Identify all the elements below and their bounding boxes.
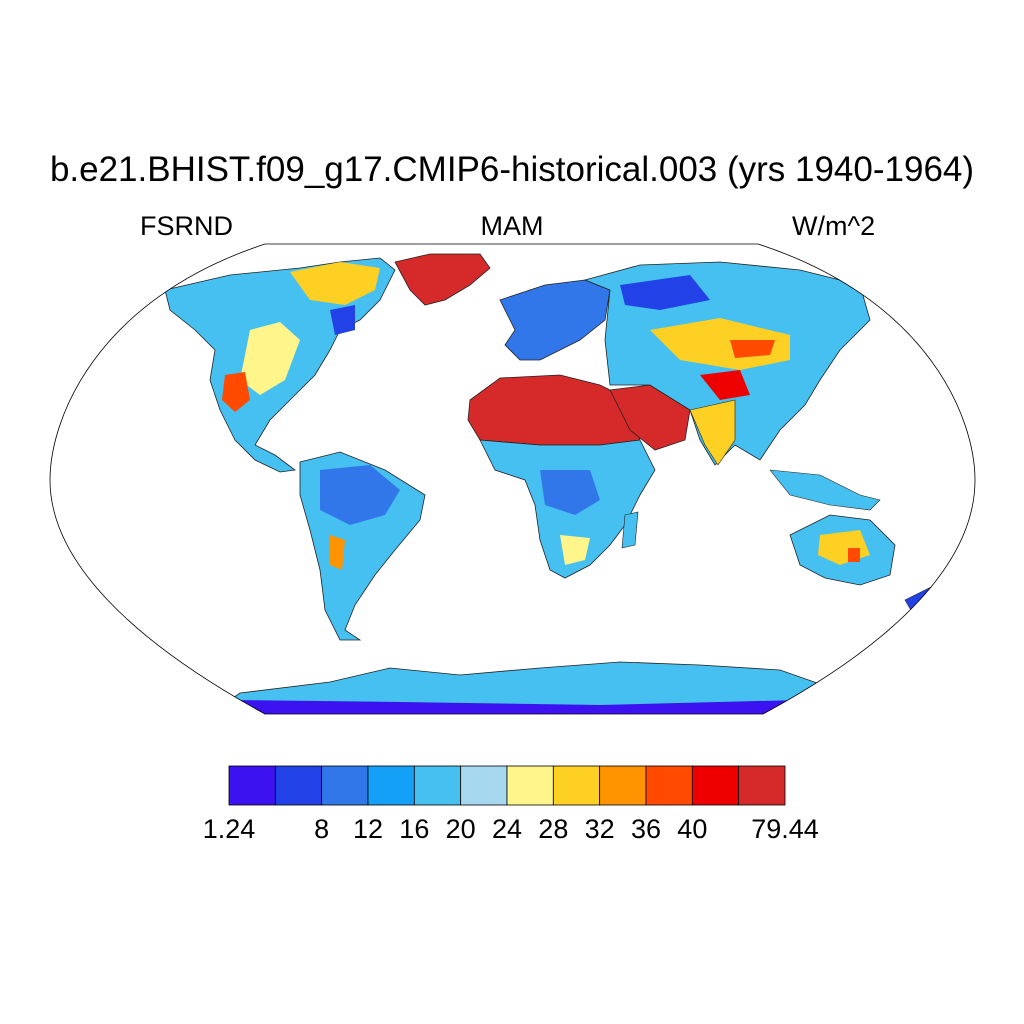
land-madagascar xyxy=(621,511,639,549)
colorbar-tick-label: 8 xyxy=(314,814,330,844)
land-congo xyxy=(540,470,600,515)
colorbar-swatch xyxy=(506,765,554,806)
colorbar-swatch xyxy=(552,765,601,806)
land-north-america-sw xyxy=(222,372,250,412)
colorbar-tick-label: 28 xyxy=(538,814,569,844)
colorbar-tick-label: 79.44 xyxy=(751,814,819,844)
land-central-asia xyxy=(650,318,790,370)
colorbar-swatch xyxy=(691,765,740,806)
colorbar-swatch xyxy=(228,765,276,806)
land-australia-center xyxy=(848,548,860,562)
land-europe xyxy=(499,279,611,361)
colorbar-swatch xyxy=(274,765,323,806)
colorbar-tick-label: 32 xyxy=(584,814,615,844)
map-boundary xyxy=(49,243,976,715)
variable-label: FSRND xyxy=(140,211,233,241)
units-label: W/m^2 xyxy=(792,211,876,241)
land-tibet xyxy=(700,370,750,400)
colorbar-swatch xyxy=(321,765,369,806)
land-kalahari xyxy=(560,535,590,565)
land-canada-east xyxy=(330,305,355,335)
land-antarctica-coast xyxy=(210,700,800,714)
colorbar-tick-label: 20 xyxy=(445,814,476,844)
land-india xyxy=(689,399,736,466)
colorbar-swatch xyxy=(367,765,415,806)
plot-title: b.e21.BHIST.f09_g17.CMIP6-historical.003… xyxy=(49,150,975,189)
colorbar-swatch xyxy=(413,765,462,806)
land-siberia xyxy=(620,275,710,310)
colorbar-tick-label: 1.24 xyxy=(202,814,256,844)
colorbar-tick-label: 12 xyxy=(352,814,384,844)
colorbar-swatch xyxy=(460,765,508,806)
land-mongolia xyxy=(730,340,775,358)
colorbar-swatch xyxy=(738,765,786,806)
land-greenland xyxy=(394,253,491,306)
land-andes xyxy=(330,535,345,570)
land-se-asia-islands xyxy=(769,469,881,511)
land-north-africa xyxy=(467,374,641,446)
land-amazon xyxy=(320,465,400,525)
colorbar-swatch xyxy=(599,765,647,806)
colorbar-tick-label: 40 xyxy=(677,814,708,844)
land-canada-north xyxy=(290,262,380,305)
colorbar-tick-label: 16 xyxy=(399,814,430,844)
season-label: MAM xyxy=(480,211,544,241)
colorbar-tick-label: 36 xyxy=(630,814,662,844)
colorbar-tick-label: 24 xyxy=(491,814,523,844)
land-north-america-west xyxy=(240,322,300,395)
colorbar xyxy=(228,765,786,806)
colorbar-swatch xyxy=(645,765,693,806)
